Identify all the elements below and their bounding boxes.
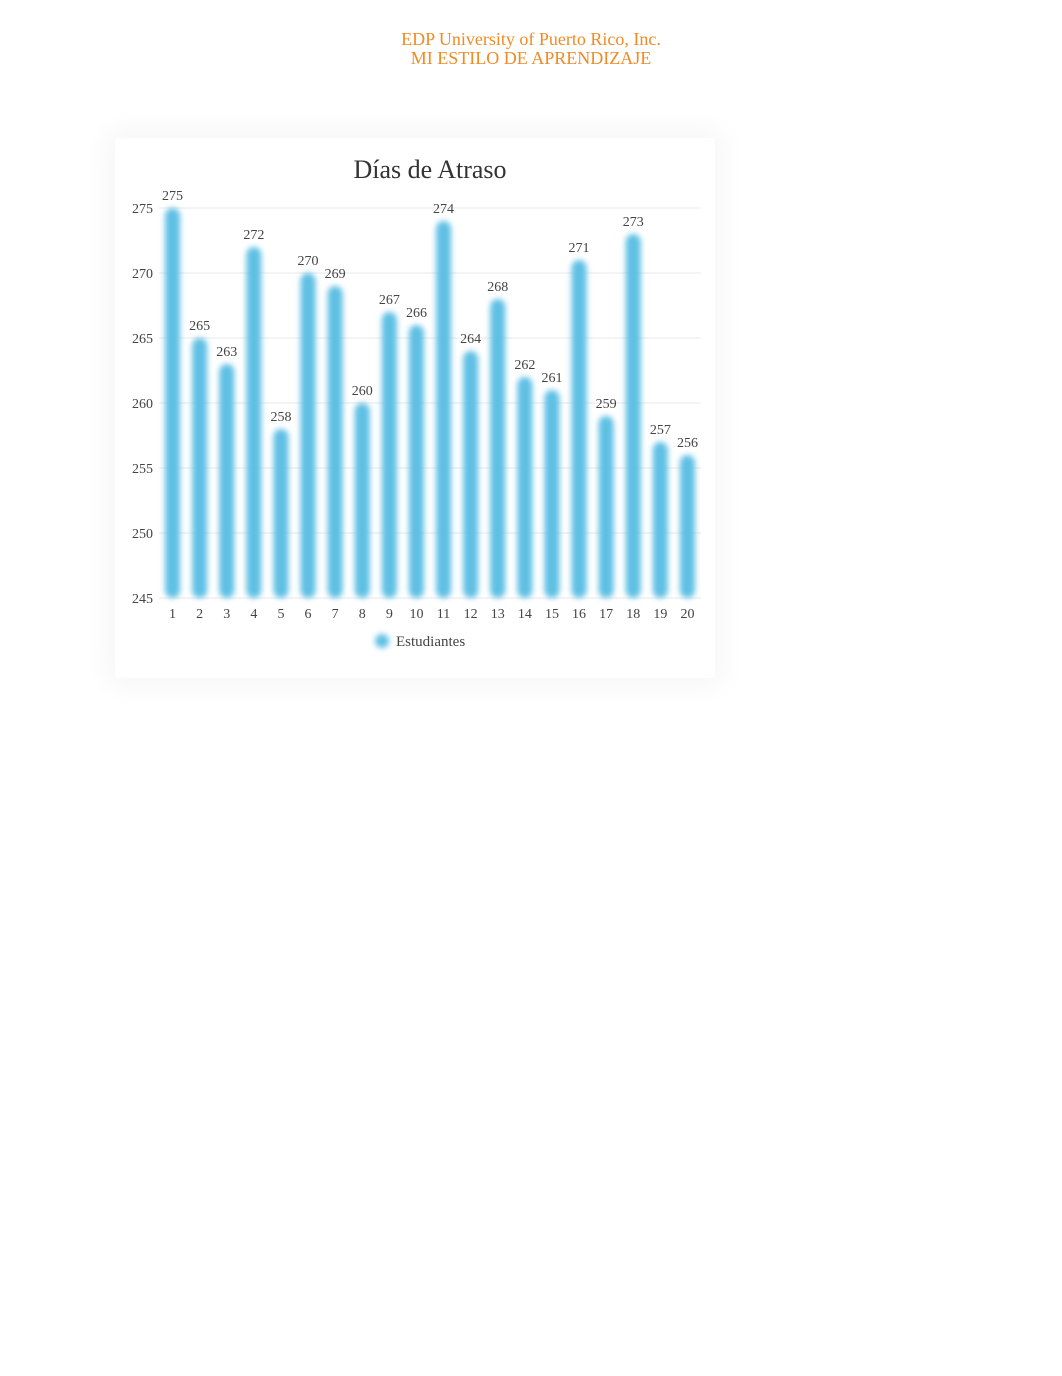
bar-value-label: 262 (514, 358, 535, 373)
x-tick-label: 19 (653, 607, 667, 622)
bar-value-label: 273 (623, 215, 644, 230)
bar-value-label: 274 (433, 202, 454, 217)
y-tick-label: 245 (132, 592, 153, 607)
y-tick-label: 265 (132, 332, 153, 347)
x-tick-label: 11 (437, 607, 450, 622)
bar (517, 377, 532, 598)
legend-swatch (375, 634, 389, 648)
x-tick-label: 9 (386, 607, 393, 622)
bar-value-label: 258 (270, 410, 291, 425)
bar-value-label: 275 (162, 189, 183, 204)
y-tick-label: 255 (132, 462, 153, 477)
bar-value-label: 268 (487, 280, 508, 295)
bar-value-label: 265 (189, 319, 210, 334)
bar-value-label: 257 (650, 423, 671, 438)
bar (409, 325, 424, 598)
bar (680, 455, 695, 598)
bar (273, 429, 288, 598)
x-tick-label: 2 (196, 607, 203, 622)
x-tick-label: 8 (359, 607, 366, 622)
bar (544, 390, 559, 598)
bar-value-label: 271 (569, 241, 590, 256)
bar-value-label: 260 (352, 384, 373, 399)
bar-value-label: 263 (216, 345, 237, 360)
y-tick-label: 275 (132, 202, 153, 217)
bar-value-label: 259 (596, 397, 617, 412)
x-tick-label: 5 (277, 607, 284, 622)
bar (328, 286, 343, 598)
page-header: EDP University of Puerto Rico, Inc. MI E… (0, 30, 1062, 68)
bar (382, 312, 397, 598)
y-tick-label: 270 (132, 267, 153, 282)
delay-days-bar-chart: Días de Atraso24525025526026527027527512… (115, 138, 715, 678)
chart-title: Días de Atraso (353, 155, 506, 184)
bar-value-label: 272 (243, 228, 264, 243)
bar (301, 273, 316, 598)
bar (626, 234, 641, 598)
chart-card: Días de Atraso24525025526026527027527512… (115, 138, 715, 678)
x-tick-label: 20 (680, 607, 694, 622)
bar (192, 338, 207, 598)
x-tick-label: 16 (572, 607, 586, 622)
x-tick-label: 17 (599, 607, 613, 622)
x-tick-label: 3 (223, 607, 230, 622)
x-tick-label: 6 (305, 607, 312, 622)
bar-value-label: 267 (379, 293, 400, 308)
x-tick-label: 18 (626, 607, 640, 622)
bar-value-label: 266 (406, 306, 427, 321)
x-tick-label: 14 (518, 607, 532, 622)
bar (490, 299, 505, 598)
y-tick-label: 260 (132, 397, 153, 412)
bar (219, 364, 234, 598)
bar (355, 403, 370, 598)
x-tick-label: 4 (250, 607, 257, 622)
x-tick-label: 12 (464, 607, 478, 622)
bar (246, 247, 261, 598)
y-tick-label: 250 (132, 527, 153, 542)
x-tick-label: 10 (409, 607, 423, 622)
header-line-2: MI ESTILO DE APRENDIZAJE (0, 49, 1062, 68)
bar (599, 416, 614, 598)
bar-value-label: 270 (298, 254, 319, 269)
x-tick-label: 13 (491, 607, 505, 622)
header-line-1: EDP University of Puerto Rico, Inc. (0, 30, 1062, 49)
x-tick-label: 7 (332, 607, 339, 622)
bar-value-label: 261 (541, 371, 562, 386)
bar-value-label: 256 (677, 436, 698, 451)
legend-label: Estudiantes (396, 634, 465, 650)
bar (436, 221, 451, 598)
bar (165, 208, 180, 598)
bar (463, 351, 478, 598)
x-tick-label: 15 (545, 607, 559, 622)
bar-value-label: 264 (460, 332, 481, 347)
x-tick-label: 1 (169, 607, 176, 622)
bar-value-label: 269 (325, 267, 346, 282)
bar (572, 260, 587, 598)
bar (653, 442, 668, 598)
